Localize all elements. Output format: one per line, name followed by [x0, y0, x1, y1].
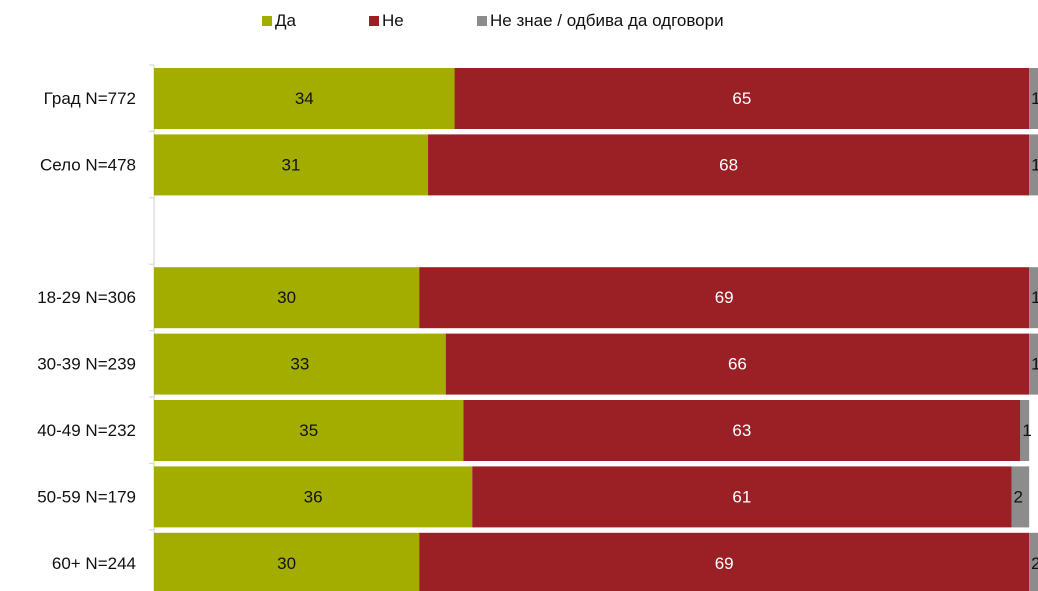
data-label: 1 [1031, 355, 1038, 374]
category-label: 50-59 N=179 [37, 487, 136, 506]
category-label: 60+ N=244 [52, 554, 136, 573]
legend-swatch-da [262, 16, 272, 26]
bar-segment [1029, 68, 1038, 129]
data-label: 31 [282, 155, 301, 174]
data-label: 61 [732, 487, 751, 506]
data-label: 1 [1031, 288, 1038, 307]
data-label: 65 [732, 89, 751, 108]
data-label: 35 [299, 421, 318, 440]
bar-segment [1029, 333, 1038, 395]
bar-segment [1011, 466, 1030, 528]
bars-group: 34 65 1 31 68 1 30 69 1 33 66 1 35 63 1 36 61 2 30 69 2 [154, 68, 1038, 591]
bar-segment [445, 333, 1030, 395]
data-label: 30 [277, 554, 296, 573]
category-label: Град N=772 [44, 89, 136, 108]
bar-segment [154, 532, 420, 591]
bar-segment [154, 68, 455, 129]
data-label: 69 [715, 288, 734, 307]
data-label: 68 [719, 155, 738, 174]
legend-swatch-ne [369, 16, 379, 26]
category-label: Село N=478 [40, 155, 136, 174]
data-label: 36 [304, 487, 323, 506]
data-label: 1 [1031, 155, 1038, 174]
data-label: 2 [1031, 554, 1038, 573]
data-label: 66 [728, 355, 747, 374]
data-label: 1 [1031, 89, 1038, 108]
bar-segment [472, 466, 1012, 528]
bar-segment [154, 267, 420, 329]
legend-item-ne-znae: Не знае / одбива да одговори [477, 9, 724, 33]
bar-segment [454, 68, 1030, 129]
legend-swatch-ne-znae [477, 16, 487, 26]
bar-segment [419, 532, 1030, 591]
legend-item-da: Да [262, 9, 296, 33]
category-label: 18-29 N=306 [37, 288, 136, 307]
bar-segment [1020, 400, 1030, 461]
bar-segment [463, 400, 1021, 461]
bar-segment [154, 333, 446, 395]
data-label: 1 [1022, 421, 1031, 440]
bar-segment [419, 267, 1030, 329]
data-label: 33 [290, 355, 309, 374]
data-label: 2 [1013, 487, 1022, 506]
data-label: 63 [732, 421, 751, 440]
bar-segment [154, 134, 429, 196]
category-label: 30-39 N=239 [37, 355, 136, 374]
bar-segment [154, 400, 464, 461]
legend-label-ne: Не [382, 11, 404, 30]
data-label: 34 [295, 89, 314, 108]
data-label: 69 [715, 554, 734, 573]
legend-label-ne-znae: Не знае / одбива да одговори [490, 11, 724, 30]
bar-segment [1029, 532, 1038, 591]
legend-label-da: Да [275, 11, 296, 30]
bar-segment [1029, 134, 1038, 196]
category-label: 40-49 N=232 [37, 421, 136, 440]
legend-item-ne: Не [369, 9, 404, 33]
bar-segment [154, 466, 473, 528]
bar-segment [1029, 267, 1038, 329]
bar-segment [428, 134, 1030, 196]
data-label: 30 [277, 288, 296, 307]
